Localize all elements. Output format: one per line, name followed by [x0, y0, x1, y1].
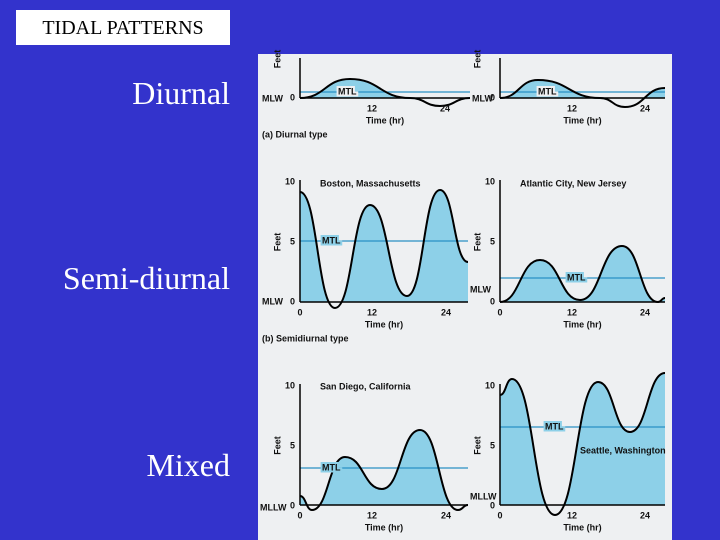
datum-label: MLW: [262, 296, 283, 306]
x-tick-label: 12: [367, 103, 377, 113]
y-tick-label: 5: [290, 440, 295, 450]
location: Atlantic City, New Jersey: [520, 178, 626, 188]
y-tick-label: 10: [485, 176, 495, 186]
x-tick-label: 0: [497, 510, 502, 520]
x-axis-label: Time (hr): [365, 319, 403, 329]
caption: (a) Diurnal type: [262, 129, 328, 139]
x-tick-label: 24: [441, 307, 451, 317]
curves: [299, 58, 666, 517]
mtl-label: MTL: [338, 86, 357, 96]
x-tick-label: 24: [640, 307, 650, 317]
tide-curve: [299, 188, 469, 310]
label: Semi-diurnal: [63, 260, 230, 296]
mtl-label: MTL: [567, 272, 586, 282]
tide-area: [500, 373, 665, 505]
x-tick-label: 12: [367, 510, 377, 520]
y-axis-label: Feet: [272, 436, 282, 455]
tide-curve: [299, 428, 469, 512]
x-axis-label: Time (hr): [366, 115, 404, 125]
caption: (b) Semidiurnal type: [262, 333, 349, 343]
x-tick-label: 0: [297, 307, 302, 317]
datum-label: MLLW: [470, 491, 497, 501]
x-tick-label: 0: [497, 307, 502, 317]
tide-area: [300, 79, 470, 98]
x-axis-label: Time (hr): [563, 115, 601, 125]
y-tick-label: 0: [490, 500, 495, 510]
mtl-label: MTL: [322, 235, 341, 245]
y-tick-label: 0: [290, 92, 295, 102]
y-axis-label: Feet: [272, 233, 282, 252]
x-axis-label: Time (hr): [365, 522, 403, 532]
x-tick-label: 12: [367, 307, 377, 317]
y-axis-label: Feet: [472, 233, 482, 252]
mtl-label: MTL: [545, 421, 564, 431]
y-tick-label: 0: [290, 500, 295, 510]
mtl-label: MTL: [538, 86, 557, 96]
label: Mixed: [146, 447, 230, 483]
datum-label: MLW: [470, 284, 491, 294]
y-tick-label: 10: [285, 380, 295, 390]
location: San Diego, California: [320, 381, 412, 391]
x-tick-label: 24: [640, 103, 650, 113]
datum-label: MLW: [472, 93, 493, 103]
title: TIDAL PATTERNS: [42, 17, 203, 39]
mtl-label: MTL: [322, 462, 341, 472]
y-axis-label: Feet: [472, 436, 482, 455]
title-box: [16, 10, 230, 45]
tide-curve: [499, 372, 666, 517]
label: Diurnal: [132, 75, 230, 111]
y-tick-label: 10: [485, 380, 495, 390]
tide-area: [300, 430, 468, 505]
datum-label: MLLW: [260, 502, 287, 512]
x-tick-label: 12: [567, 510, 577, 520]
datum-label: MLW: [262, 93, 283, 103]
y-tick-label: 5: [490, 440, 495, 450]
x-tick-label: 24: [640, 510, 650, 520]
x-tick-label: 24: [441, 510, 451, 520]
x-axis-label: Time (hr): [563, 522, 601, 532]
x-tick-label: 12: [567, 103, 577, 113]
y-tick-label: 5: [490, 236, 495, 246]
y-tick-label: 0: [490, 92, 495, 102]
y-axis-label: Feet: [472, 50, 482, 69]
x-tick-label: 0: [297, 510, 302, 520]
y-tick-label: 0: [290, 296, 295, 306]
y-tick-label: 5: [290, 236, 295, 246]
tide-area: [500, 246, 665, 302]
x-tick-label: 12: [567, 307, 577, 317]
x-axis-label: Time (hr): [563, 319, 601, 329]
y-tick-label: 0: [490, 296, 495, 306]
x-tick-label: 24: [440, 103, 450, 113]
y-axis-label: Feet: [272, 50, 282, 69]
tide-area: [300, 190, 468, 302]
location: Seattle, Washington: [580, 445, 666, 455]
location: Boston, Massachusetts: [320, 178, 421, 188]
tide-area: [500, 80, 665, 98]
y-tick-label: 10: [285, 176, 295, 186]
